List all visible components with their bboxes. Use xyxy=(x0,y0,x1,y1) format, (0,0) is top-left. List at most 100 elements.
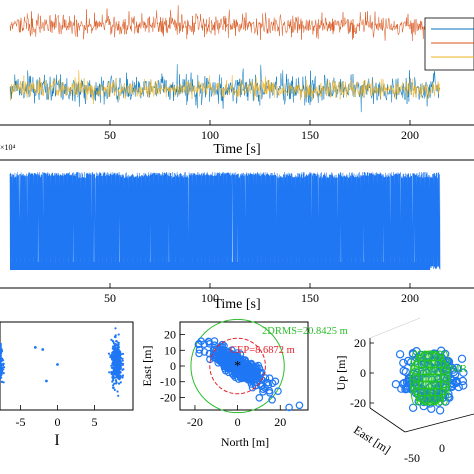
3d-point xyxy=(459,381,468,390)
horizontal-outlier xyxy=(295,401,304,410)
constellation-point xyxy=(117,333,120,336)
constellation-point xyxy=(110,364,113,367)
3d-east-axis xyxy=(369,407,406,433)
constellation-point xyxy=(119,381,122,384)
constellation-point xyxy=(112,384,115,387)
horizontal-point xyxy=(225,356,234,364)
horizontal-point xyxy=(218,343,227,351)
3d-ytick-label: 0 xyxy=(360,366,366,380)
constellation-point xyxy=(0,376,2,379)
horizontal-point xyxy=(268,379,277,388)
constellation-point xyxy=(3,366,6,369)
3d-ticks: 20 0 -20 -50 0 xyxy=(350,336,445,465)
constellation-point xyxy=(111,353,114,356)
constellation-point xyxy=(114,367,117,370)
constellation-point xyxy=(111,376,114,379)
top-tick-label: 200 xyxy=(401,128,419,142)
middle-series-group xyxy=(9,171,441,271)
middle-tick-label: 100 xyxy=(201,291,219,305)
constellation-point xyxy=(111,380,114,383)
constellation-point xyxy=(0,365,3,368)
constellation-point xyxy=(113,355,116,358)
constellation-point xyxy=(116,370,119,373)
constellation-frame xyxy=(0,321,134,411)
constellation-point xyxy=(118,357,121,360)
constellation-point xyxy=(117,341,120,344)
constellation-point xyxy=(0,348,2,351)
ellipsoid xyxy=(409,350,451,406)
constellation-point xyxy=(117,377,120,380)
horizontal-point xyxy=(252,381,260,390)
horizontal-point xyxy=(231,370,240,379)
horizontal-point xyxy=(195,339,203,348)
3d-point xyxy=(395,350,405,359)
3d-point xyxy=(425,399,435,408)
constellation-point xyxy=(0,369,2,372)
horizontal-xtick-label: -20 xyxy=(187,415,203,429)
constellation-point xyxy=(114,334,117,337)
constellation-point xyxy=(0,371,4,374)
constellation-point xyxy=(116,390,119,393)
ellipsoid-meridian xyxy=(413,350,427,406)
middle-exponent-label: ×10⁴ xyxy=(0,143,16,152)
constellation-point xyxy=(121,363,124,366)
constellation-point xyxy=(110,338,113,341)
ellipsoid-meridian xyxy=(427,350,443,406)
panel-middle-signal: ×10⁴ 50 100 150 200 Time [s] xyxy=(0,143,474,312)
constellation-point xyxy=(114,327,117,330)
cep-annotation: CEP=8.6872 m xyxy=(230,345,295,356)
3d-axes-box xyxy=(369,317,474,433)
constellation-point xyxy=(115,340,118,343)
constellation-outlier xyxy=(41,348,45,351)
constellation-point xyxy=(118,356,121,359)
constellation-point xyxy=(112,345,115,348)
constellation-point xyxy=(121,357,124,360)
horizontal-ytick-label: 10 xyxy=(164,343,176,357)
top-series-group xyxy=(9,5,441,113)
constellation-point xyxy=(0,359,2,363)
constellation-outlier xyxy=(45,379,48,383)
constellation-point xyxy=(118,371,121,375)
constellation-point xyxy=(121,368,124,371)
ellipsoid-shell xyxy=(409,350,451,406)
horizontal-point xyxy=(195,349,203,358)
top-legend-box xyxy=(424,17,474,71)
horizontal-ylabel: East [m] xyxy=(140,346,154,387)
drms-circle xyxy=(190,318,285,414)
constellation-point xyxy=(112,364,115,367)
horizontal-point xyxy=(210,337,219,345)
constellation-outlier xyxy=(33,346,37,349)
constellation-tick-label: 0 xyxy=(55,415,61,429)
ellipsoid-meridian xyxy=(433,350,447,406)
3d-xtick-label: 0 xyxy=(439,441,445,455)
constellation-point xyxy=(0,357,3,360)
3d-point xyxy=(435,406,445,415)
3d-north-axis xyxy=(404,413,474,433)
constellation-point xyxy=(117,346,121,349)
constellation-point xyxy=(121,352,125,355)
constellation-point xyxy=(111,367,114,370)
top-legend xyxy=(424,17,474,71)
horizontal-point xyxy=(247,375,255,383)
constellation-point xyxy=(113,388,116,391)
3d-back-edge xyxy=(369,317,421,339)
horizontal-xtick-label: 0 xyxy=(235,415,241,429)
constellation-point xyxy=(113,371,116,375)
panel-constellation: -5 0 5 I xyxy=(0,321,134,449)
constellation-point xyxy=(107,352,111,355)
horizontal-ytick-label: 0 xyxy=(170,359,176,373)
constellation-tick-label: 5 xyxy=(91,415,97,429)
panel-top-background xyxy=(0,0,474,125)
3d-ylabel: Up [m] xyxy=(334,356,348,391)
constellation-point xyxy=(108,371,111,374)
constellation-point xyxy=(0,380,4,383)
constellation-point xyxy=(115,363,119,366)
horizontal-point xyxy=(255,393,264,402)
constellation-point xyxy=(0,352,3,355)
horizontal-point xyxy=(264,381,273,389)
horizontal-point xyxy=(285,403,293,412)
top-series-0 xyxy=(9,5,441,42)
horizontal-ytick-label: 20 xyxy=(164,328,176,342)
